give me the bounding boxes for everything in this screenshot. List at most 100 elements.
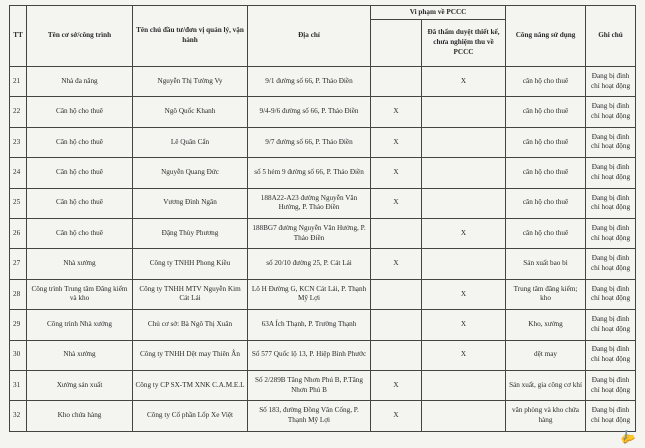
- cell-owner: Nguyễn Thị Tường Vy: [132, 65, 248, 98]
- cell-owner: Nguyễn Quang Đức: [132, 157, 248, 189]
- cell-address: 188A22-A23 đường Nguyễn Văn Hưởng, P. Th…: [247, 187, 371, 219]
- cell-owner: Ngô Quốc Khanh: [132, 96, 248, 128]
- cell-address: 9/4-9/6 đường số 66, P. Thảo Điền: [247, 96, 371, 128]
- header-violation-group: Vi phạm về PCCC: [369, 5, 507, 20]
- header-address: Địa chỉ: [247, 5, 371, 67]
- cell-owner: Công ty CP SX-TM XNK C.A.M.E.L: [132, 369, 248, 402]
- cell-tt: 29: [9, 309, 27, 341]
- cell-function: căn hộ cho thuê: [505, 126, 587, 159]
- cell-note: Đang bị đình chỉ hoạt động: [585, 309, 637, 341]
- cell-tt: 24: [9, 157, 27, 189]
- cell-address: 188BG7 đường Nguyễn Văn Hưởng, P. Thảo Đ…: [247, 217, 371, 250]
- cell-v1: X: [370, 96, 422, 128]
- cell-v2: [420, 157, 507, 189]
- cell-owner: Công ty TNHH Dệt may Thiên Ân: [132, 339, 248, 371]
- cell-tt: 26: [9, 217, 27, 250]
- header-owner: Tên chủ đầu tư/đơn vị quản lý, vận hành: [132, 5, 248, 67]
- cell-function: văn phòng và kho chứa hàng: [505, 400, 587, 432]
- cell-v1: X: [370, 400, 422, 432]
- cell-v2: [420, 126, 507, 159]
- cell-function: căn hộ cho thuê: [505, 96, 587, 128]
- cell-owner: Vương Đình Ngân: [132, 187, 248, 219]
- cell-name: Căn hộ cho thuê: [26, 157, 133, 189]
- cell-v1: X: [370, 187, 422, 219]
- cell-v1: X: [370, 126, 422, 159]
- cell-name: Nhà xưởng: [26, 248, 133, 280]
- cell-owner: Công ty TNHH Phong Kiều: [132, 248, 248, 280]
- cell-function: căn hộ cho thuê: [505, 65, 587, 98]
- header-note: Ghi chú: [585, 5, 637, 67]
- cell-function: Sản xuất, gia công cơ khí: [505, 369, 587, 402]
- cell-note: Đang bị đình chỉ hoạt động: [585, 248, 637, 280]
- cell-v2: X: [420, 278, 507, 311]
- cell-v2: X: [420, 309, 507, 341]
- cell-owner: Đặng Thùy Phương: [132, 217, 248, 250]
- cell-tt: 30: [9, 339, 27, 371]
- cell-name: Công trình Nhà xưởng: [26, 309, 133, 341]
- cell-v1: [370, 217, 422, 250]
- cell-note: Đang bị đình chỉ hoạt động: [585, 369, 637, 402]
- cell-name: Công trình Trung tâm Đăng kiểm và kho: [26, 278, 133, 311]
- cell-note: Đang bị đình chỉ hoạt động: [585, 65, 637, 98]
- table-row: 27 Nhà xưởng Công ty TNHH Phong Kiều số 20/…: [9, 248, 637, 280]
- cell-address: Số 577 Quốc lộ 13, P. Hiệp Bình Phước: [247, 339, 371, 371]
- cell-function: căn hộ cho thuê: [505, 157, 587, 189]
- cell-note: Đang bị đình chỉ hoạt động: [585, 126, 637, 159]
- cell-address: Lô H Đường G, KCN Cát Lái, P. Thạnh Mỹ L…: [247, 278, 371, 311]
- table-row: 22 Căn hộ cho thuê Ngô Quốc Khanh 9/4-9/6 đ…: [9, 96, 637, 128]
- cell-address: số 5 hẻm 9 đường số 66, P. Thảo Điền: [247, 157, 371, 189]
- cell-name: Nhà đa năng: [26, 65, 133, 98]
- cell-tt: 27: [9, 248, 27, 280]
- cell-address: 63A Ích Thạnh, P. Trường Thạnh: [247, 309, 371, 341]
- cell-tt: 28: [9, 278, 27, 311]
- table-row: 28 Công trình Trung tâm Đăng kiểm và kho C…: [9, 278, 637, 311]
- header-violation-col2: Đã thẩm duyệt thiết kế, chưa nghiệm thu …: [420, 19, 507, 67]
- cell-v1: [370, 309, 422, 341]
- cell-function: căn hộ cho thuê: [505, 187, 587, 219]
- cell-note: Đang bị đình chỉ hoạt động: [585, 339, 637, 371]
- table-row: 25 Căn hộ cho thuê Vương Đình Ngân 188A22-A…: [9, 187, 637, 219]
- cell-tt: 21: [9, 65, 27, 98]
- header-violation-col1: [370, 19, 422, 67]
- cell-v2: [420, 96, 507, 128]
- cell-function: căn hộ cho thuê: [505, 217, 587, 250]
- cell-name: Căn hộ cho thuê: [26, 96, 133, 128]
- cell-v2: [420, 369, 507, 402]
- cell-v1: X: [370, 248, 422, 280]
- cell-v1: [370, 278, 422, 311]
- cell-name: Căn hộ cho thuê: [26, 126, 133, 159]
- cell-function: Trung tâm đăng kiểm; kho: [505, 278, 587, 311]
- cell-v2: [420, 400, 507, 432]
- table-row: 30 Nhà xưởng Công ty TNHH Dệt may Thiên Ân…: [9, 339, 637, 371]
- cell-address: Số 183, đường Đồng Văn Cống, P. Thạnh Mỹ…: [247, 400, 371, 432]
- cell-v2: X: [420, 339, 507, 371]
- cell-owner: Công ty Cổ phần Lốp Xe Việt: [132, 400, 248, 432]
- cell-v1: [370, 65, 422, 98]
- cell-v2: X: [420, 65, 507, 98]
- cell-tt: 25: [9, 187, 27, 219]
- cell-v1: X: [370, 369, 422, 402]
- cell-note: Đang bị đình chỉ hoạt động: [585, 187, 637, 219]
- cell-address: Số 2/289B Tăng Nhơn Phú B, P.Tăng Nhơn P…: [247, 369, 371, 402]
- cell-tt: 22: [9, 96, 27, 128]
- cell-name: Căn hộ cho thuê: [26, 187, 133, 219]
- cell-address: 9/1 đường số 66, P. Thảo Điền: [247, 65, 371, 98]
- cell-name: Nhà xưởng: [26, 339, 133, 371]
- cell-v2: [420, 187, 507, 219]
- cell-note: Đang bị đình chỉ hoạt động: [585, 96, 637, 128]
- cell-name: Căn hộ cho thuê: [26, 217, 133, 250]
- cell-function: Sản xuất bao bì: [505, 248, 587, 280]
- cell-note: Đang bị đình chỉ hoạt động: [585, 278, 637, 311]
- cell-owner: Công ty TNHH MTV Nguyễn Kim Cát Lái: [132, 278, 248, 311]
- cell-note: Đang bị đình chỉ hoạt động: [585, 400, 637, 432]
- header-tt: TT: [9, 5, 27, 67]
- cell-v2: X: [420, 217, 507, 250]
- cell-address: số 20/10 đường 25, P. Cát Lái: [247, 248, 371, 280]
- cell-name: Xưởng sản xuất: [26, 369, 133, 402]
- cell-owner: Lê Quân Cẩn: [132, 126, 248, 159]
- table-row: 24 Căn hộ cho thuê Nguyễn Quang Đức số 5 hẻ…: [9, 157, 637, 189]
- cell-tt: 32: [9, 400, 27, 432]
- header-name: Tên cơ sở/công trình: [26, 5, 133, 67]
- table-row: 26 Căn hộ cho thuê Đặng Thùy Phương 188BG7 …: [9, 217, 637, 250]
- cell-name: Kho chứa hàng: [26, 400, 133, 432]
